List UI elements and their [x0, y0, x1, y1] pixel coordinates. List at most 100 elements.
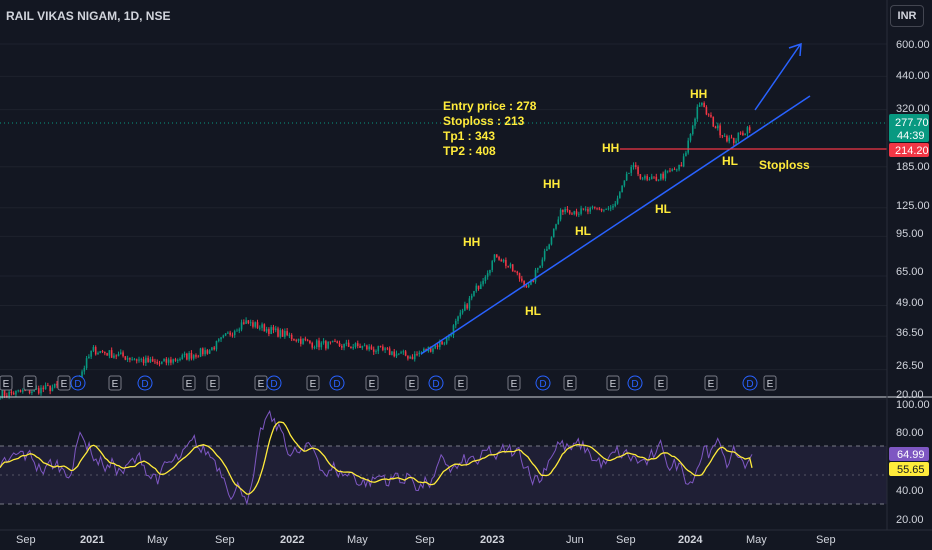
candle-body	[495, 254, 498, 257]
candle-body	[393, 351, 396, 357]
price-tick: 320.00	[896, 103, 930, 115]
earnings-event-icon[interactable]: E	[563, 375, 577, 391]
swing-label: HH	[602, 141, 619, 155]
candle-body	[689, 134, 692, 141]
dividend-event-icon[interactable]: D	[428, 375, 444, 391]
earnings-event-icon[interactable]: E	[507, 375, 521, 391]
candle-body	[313, 347, 316, 348]
candle-body	[8, 391, 10, 397]
earnings-event-icon[interactable]: E	[454, 375, 468, 391]
candle-body	[106, 353, 108, 356]
earnings-event-icon[interactable]: E	[108, 375, 122, 391]
swing-label: HL	[722, 154, 738, 168]
candle-body	[220, 337, 222, 340]
candle-body	[723, 136, 726, 137]
earnings-event-icon[interactable]: E	[23, 375, 37, 391]
earnings-event-icon[interactable]: E	[763, 375, 777, 391]
candle-body	[521, 278, 523, 281]
candle-body	[359, 346, 361, 348]
trade-plan-line: Entry price : 278	[443, 99, 537, 113]
svg-text:E: E	[610, 379, 617, 390]
earnings-event-icon[interactable]: E	[254, 375, 268, 391]
dividend-event-icon[interactable]: D	[266, 375, 282, 391]
candle-body	[6, 395, 8, 397]
time-label: 2023	[480, 534, 504, 546]
candle-body	[363, 345, 366, 347]
candle-body	[397, 353, 400, 355]
candle-body	[199, 348, 202, 357]
candle-body	[31, 391, 33, 394]
candle-body	[448, 335, 450, 338]
candle-body	[12, 393, 15, 395]
dividend-event-icon[interactable]: D	[137, 375, 153, 391]
earnings-event-icon[interactable]: E	[0, 375, 13, 391]
price-tick: 20.00	[896, 389, 924, 401]
time-label: 2022	[280, 534, 304, 546]
candle-body	[691, 125, 694, 135]
candle-body	[744, 133, 746, 136]
candle-body	[272, 327, 275, 331]
candle-body	[491, 261, 494, 270]
candle-body	[486, 273, 489, 277]
candle-body	[142, 359, 145, 363]
candle-body	[0, 398, 1, 399]
candle-body	[489, 269, 491, 274]
dividend-event-icon[interactable]: D	[627, 375, 643, 391]
earnings-event-icon[interactable]: E	[365, 375, 379, 391]
time-label: Sep	[215, 534, 235, 546]
candle-body	[293, 339, 295, 341]
candle-body	[281, 330, 284, 337]
candle-body	[24, 390, 26, 392]
candle-body	[382, 346, 384, 350]
candle-body	[81, 371, 83, 378]
candle-body	[703, 102, 705, 108]
candle-body	[350, 346, 352, 349]
candle-body	[461, 310, 464, 313]
earnings-event-icon[interactable]: E	[654, 375, 668, 391]
candle-body	[420, 352, 423, 353]
currency-button[interactable]: INR	[890, 5, 924, 27]
candle-body	[628, 172, 630, 174]
candle-body	[151, 359, 154, 362]
earnings-event-icon[interactable]: E	[405, 375, 419, 391]
dividend-event-icon[interactable]: D	[742, 375, 758, 391]
candle-body	[101, 351, 104, 352]
earnings-event-icon[interactable]: E	[306, 375, 320, 391]
candle-body	[395, 353, 398, 357]
candle-body	[338, 343, 341, 347]
candle-body	[407, 355, 409, 359]
candle-body	[530, 280, 532, 285]
candle-body	[138, 359, 140, 361]
svg-text:D: D	[333, 379, 340, 390]
candle-body	[379, 346, 382, 347]
candle-body	[707, 114, 710, 116]
svg-text:D: D	[746, 379, 753, 390]
candle-body	[302, 338, 304, 344]
rsi-tick: 40.00	[896, 485, 924, 497]
candle-body	[35, 388, 38, 390]
candle-body	[416, 354, 418, 355]
candles	[0, 101, 751, 401]
earnings-event-icon[interactable]: E	[182, 375, 196, 391]
uptrend-line	[420, 95, 811, 355]
dividend-event-icon[interactable]: D	[70, 375, 86, 391]
candle-body	[439, 341, 441, 348]
dividend-event-icon[interactable]: D	[535, 375, 551, 391]
candle-body	[197, 356, 200, 358]
earnings-event-icon[interactable]: E	[57, 375, 71, 391]
candle-body	[484, 276, 487, 281]
candle-body	[204, 350, 206, 355]
earnings-event-icon[interactable]: E	[704, 375, 718, 391]
price-grid	[0, 43, 887, 400]
candle-body	[616, 198, 619, 204]
candle-body	[104, 351, 106, 354]
candle-body	[261, 324, 263, 328]
earnings-event-icon[interactable]: E	[606, 375, 620, 391]
dividend-event-icon[interactable]: D	[329, 375, 345, 391]
candle-body	[156, 361, 159, 364]
candle-body	[391, 351, 393, 355]
svg-text:E: E	[511, 379, 518, 390]
earnings-event-icon[interactable]: E	[206, 375, 220, 391]
candle-body	[523, 280, 525, 287]
price-tick: 65.00	[896, 266, 924, 278]
